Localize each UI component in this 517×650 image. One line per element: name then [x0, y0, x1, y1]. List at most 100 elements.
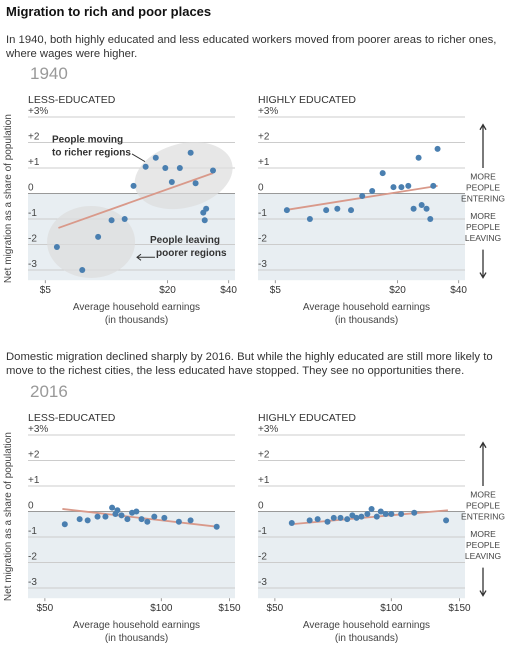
data-point: [377, 508, 384, 515]
x-axis-label: Average household earnings: [303, 620, 430, 631]
y-tick-label: +1: [28, 475, 40, 486]
data-point: [353, 514, 360, 521]
data-point: [369, 187, 376, 194]
data-point: [398, 511, 405, 518]
data-point: [187, 517, 194, 524]
data-point: [398, 184, 405, 191]
data-point: [443, 517, 450, 524]
data-point: [348, 207, 355, 214]
y-tick-label: -2: [28, 234, 37, 245]
annotation-text: ENTERING: [461, 511, 505, 521]
arrow-up: [479, 441, 487, 486]
y-tick-label: -1: [28, 526, 37, 537]
data-point: [187, 149, 194, 156]
data-point: [334, 205, 341, 212]
y-tick-label: -3: [258, 259, 267, 270]
x-axis-label: (in thousands): [105, 315, 168, 326]
section-label: 1940: [30, 64, 68, 83]
x-tick-label: $50: [37, 603, 54, 614]
annotation-text: PEOPLE: [466, 222, 500, 232]
arrow-down: [479, 567, 487, 597]
annotation-text: ENTERING: [461, 193, 505, 203]
data-point: [130, 182, 137, 189]
x-axis-label: Average household earnings: [73, 302, 200, 313]
annotation-text: PEOPLE: [466, 540, 500, 550]
y-tick-label: -3: [28, 259, 37, 270]
y-tick-label: -1: [258, 208, 267, 219]
annotation-text: PEOPLE: [466, 500, 500, 510]
panel-title: LESS-EDUCATED: [28, 94, 116, 106]
data-point: [430, 182, 437, 189]
x-axis-label: Average household earnings: [303, 302, 430, 313]
data-point: [434, 145, 441, 152]
data-point: [288, 519, 295, 526]
y-axis-label: Net migration as a share of population: [3, 432, 14, 601]
intro-text: Domestic migration declined sharply by 2…: [6, 351, 493, 377]
data-point: [427, 216, 434, 222]
panel-title: HIGHLY EDUCATED: [258, 412, 356, 424]
data-point: [388, 511, 395, 518]
x-axis-label: (in thousands): [335, 315, 398, 326]
y-tick-label: +3%: [28, 424, 48, 435]
data-point: [168, 179, 175, 186]
data-point: [124, 516, 131, 523]
y-tick-label: +3%: [258, 106, 278, 117]
annotation-text: LEAVING: [465, 551, 501, 561]
x-axis-label: (in thousands): [105, 633, 168, 644]
data-point: [133, 508, 140, 515]
callout-arrow: [136, 253, 155, 261]
x-axis-label: Average household earnings: [73, 620, 200, 631]
y-tick-label: -1: [28, 208, 37, 219]
callout-text: to richer regions: [52, 148, 131, 159]
x-tick-label: $40: [220, 285, 237, 296]
data-point: [142, 163, 149, 170]
data-point: [203, 205, 210, 212]
data-point: [418, 201, 425, 208]
data-point: [161, 514, 168, 521]
y-tick-label: +3%: [258, 424, 278, 435]
panel-title: HIGHLY EDUCATED: [258, 94, 356, 106]
data-point: [201, 217, 208, 224]
x-tick-label: $100: [380, 603, 403, 614]
negative-region: [258, 193, 465, 281]
y-tick-label: -3: [28, 577, 37, 588]
data-point: [415, 154, 422, 161]
y-tick-label: 0: [258, 501, 264, 512]
y-tick-label: 0: [28, 501, 34, 512]
data-point: [368, 505, 375, 512]
y-tick-label: +2: [28, 450, 40, 461]
callout-text: People moving: [52, 135, 123, 146]
data-point: [138, 516, 145, 523]
data-point: [209, 167, 216, 174]
x-tick-label: $150: [218, 603, 241, 614]
x-tick-label: $5: [40, 285, 52, 296]
data-point: [306, 517, 313, 524]
y-tick-label: -1: [258, 526, 267, 537]
x-tick-label: $150: [448, 603, 471, 614]
data-point: [109, 504, 116, 511]
arrow-up: [479, 123, 487, 168]
y-axis-label: Net migration as a share of population: [3, 114, 14, 283]
data-point: [61, 521, 68, 528]
x-tick-label: $100: [150, 603, 173, 614]
data-point: [192, 180, 199, 187]
callout-text: poorer regions: [156, 248, 227, 259]
data-point: [337, 514, 344, 521]
data-point: [176, 165, 183, 171]
panel-title: LESS-EDUCATED: [28, 412, 116, 424]
x-tick-label: $20: [389, 285, 406, 296]
data-point: [84, 517, 91, 524]
data-point: [373, 513, 380, 520]
y-tick-label: -3: [258, 577, 267, 588]
annotation-text: MORE: [470, 211, 496, 221]
y-tick-label: +1: [28, 157, 40, 168]
x-tick-label: $50: [267, 603, 284, 614]
y-tick-label: +2: [28, 132, 40, 143]
x-tick-label: $5: [270, 285, 282, 296]
data-point: [410, 205, 417, 212]
annotation-text: MORE: [470, 489, 496, 499]
x-tick-label: $40: [450, 285, 467, 296]
callout-arrow: [131, 153, 146, 163]
data-point: [94, 513, 101, 520]
y-tick-label: 0: [28, 183, 34, 194]
